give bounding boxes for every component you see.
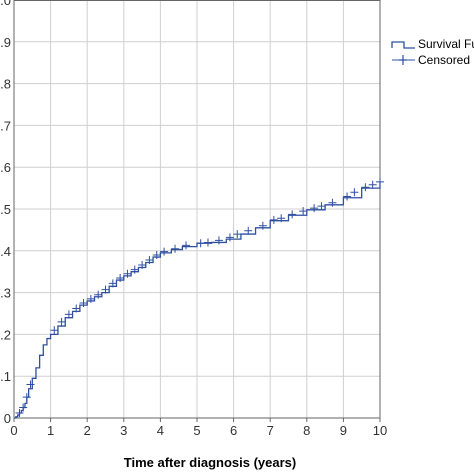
censored-marker: [26, 380, 35, 389]
censored-marker: [376, 177, 384, 186]
series-layer: [14, 177, 384, 419]
y-tick-label: .5: [0, 202, 11, 217]
censored-marker: [269, 215, 278, 224]
x-tick-label: 0: [10, 423, 17, 438]
legend-step-swatch: [391, 41, 415, 49]
censored-marker: [130, 265, 139, 274]
x-tick-label: 5: [193, 423, 200, 438]
y-tick-label: .7: [0, 118, 11, 133]
legend: Survival Fu Censored: [388, 34, 474, 68]
censored-marker: [196, 239, 205, 248]
censored-marker: [368, 180, 377, 189]
censored-marker: [138, 261, 147, 270]
censored-marker: [350, 188, 359, 197]
censored-marker: [50, 326, 59, 335]
legend-plus-swatch: [399, 55, 407, 65]
censored-marker: [277, 214, 286, 223]
x-axis-title: Time after diagnosis (years): [124, 455, 296, 470]
censored-marker: [86, 294, 95, 303]
censored-marker: [233, 230, 242, 239]
censored-marker: [108, 279, 117, 288]
censored-marker: [116, 273, 125, 282]
x-tick-label: 2: [84, 423, 91, 438]
censored-marker: [310, 204, 319, 213]
censored-marker: [225, 233, 234, 242]
censored-marker: [328, 198, 337, 207]
y-tick-label: .3: [0, 286, 11, 301]
y-tick-label: .1: [0, 369, 11, 384]
tick-labels: 0 1 2 3 4 5 6 7 8 9 10 0 .1 .2 .3 .4 .5 .6 .7 .8 .9 1.0: [0, 0, 387, 438]
censored-marker: [72, 304, 81, 313]
censored-marker: [123, 269, 132, 278]
censored-marker: [317, 202, 326, 211]
x-tick-label: 7: [267, 423, 274, 438]
y-tick-label: .8: [0, 77, 11, 92]
censored-marker: [182, 241, 191, 250]
censored-marker: [15, 408, 24, 417]
censored-marker: [152, 250, 161, 259]
y-tick-label: 1.0: [0, 0, 11, 8]
y-tick-label: .2: [0, 327, 11, 342]
censored-marker: [22, 393, 31, 402]
censored-marker: [101, 285, 110, 294]
censored-marker: [244, 226, 253, 235]
x-tick-label: 9: [340, 423, 347, 438]
censored-marker: [57, 317, 66, 326]
x-tick-label: 3: [120, 423, 127, 438]
x-tick-label: 6: [230, 423, 237, 438]
censored-marker: [19, 403, 28, 412]
censored-marker: [288, 210, 297, 219]
censored-marker: [145, 255, 154, 264]
censored-marker: [171, 244, 180, 253]
x-tick-label: 8: [303, 423, 310, 438]
x-tick-label: 10: [373, 423, 387, 438]
censored-marker: [64, 310, 73, 319]
y-tick-label: .9: [0, 35, 11, 50]
y-tick-label: .4: [0, 244, 11, 259]
y-tick-label: .6: [0, 160, 11, 175]
legend-label-censored: Censored: [418, 53, 470, 67]
legend-box: [388, 34, 474, 68]
censored-marker: [160, 247, 169, 256]
y-tick-label: 0: [4, 411, 11, 426]
censored-marker: [343, 192, 352, 201]
censored-marker: [214, 236, 223, 245]
censored-marker: [203, 238, 212, 247]
censored-marker: [258, 221, 267, 230]
censored-marker: [94, 290, 103, 299]
legend-label-survival: Survival Fu: [418, 37, 474, 51]
censored-marker: [299, 207, 308, 216]
x-tick-label: 4: [157, 423, 164, 438]
censored-marker: [361, 183, 370, 192]
censored-marker: [79, 299, 88, 308]
x-tick-label: 1: [47, 423, 54, 438]
